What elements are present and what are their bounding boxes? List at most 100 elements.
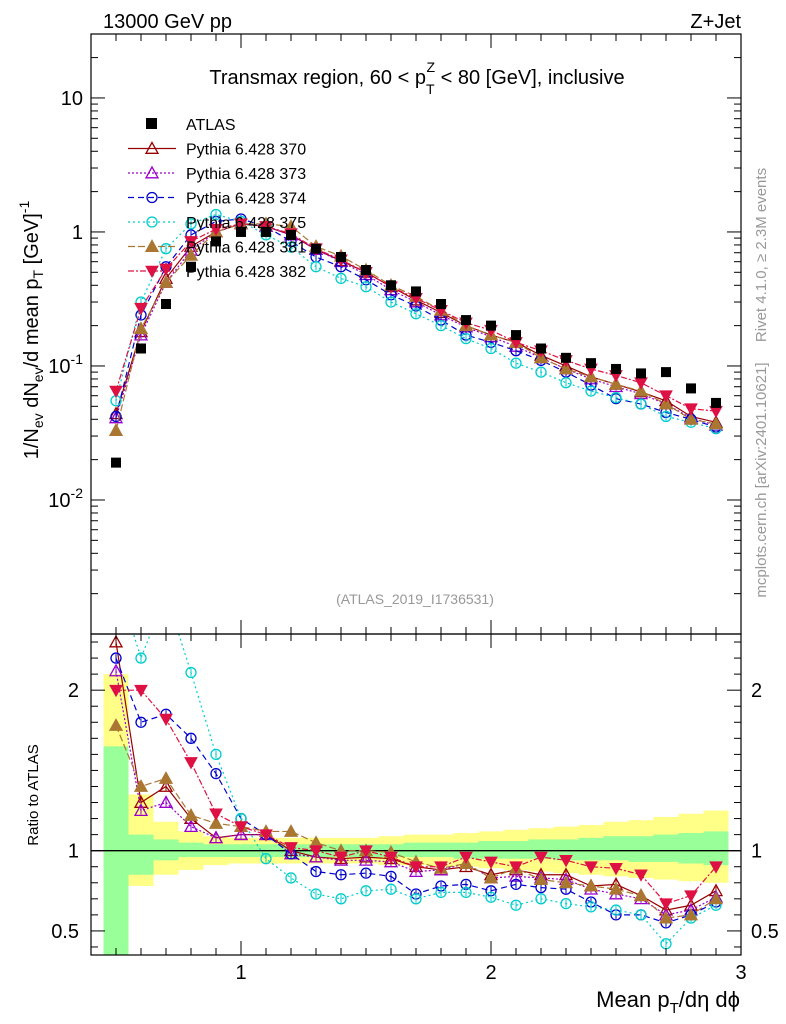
main-series-4-point	[608, 376, 624, 390]
ratio-series-1-point	[208, 830, 224, 844]
ratio-series-3-point	[510, 899, 522, 911]
legend-label: Pythia 6.428 381	[186, 240, 306, 257]
x-tick-label: 2	[485, 962, 496, 984]
ratio-series-5-point	[284, 842, 298, 855]
ratio-series-4-point	[558, 875, 574, 889]
ratio-series-2-point	[185, 732, 197, 744]
main-series-2-point	[110, 410, 122, 423]
data-point	[186, 261, 196, 272]
main-y-tick-label: 10-1	[48, 351, 83, 378]
ratio-series-5-point	[509, 861, 523, 874]
main-series-3-point	[660, 410, 672, 423]
ratio-y-tick-label: 1	[68, 841, 79, 863]
ratio-series-5-point	[609, 863, 623, 876]
ratio-band-inner	[478, 841, 504, 859]
ratio-series-2-point	[135, 716, 147, 728]
ratio-series-3-point	[585, 901, 597, 913]
data-point	[261, 226, 271, 237]
ylabel-sup: -1	[16, 201, 32, 214]
plot-title: Transmax region, 60 < pTZ < 80 [GeV], in…	[209, 59, 624, 97]
ratio-series-3-point	[360, 885, 372, 897]
data-point	[586, 358, 596, 369]
ratio-series-4-point	[708, 891, 724, 905]
ratio-series-1-point	[383, 854, 399, 868]
main-series-4-point	[583, 369, 599, 383]
legend-label: Pythia 6.428 382	[186, 264, 306, 281]
ratio-series-4-point	[483, 870, 499, 884]
ratio-series-4-point	[208, 816, 224, 829]
ratio-series-5-point	[384, 851, 398, 865]
main-series-4-point	[133, 321, 149, 335]
ratio-series-5-point	[559, 855, 573, 868]
main-series-5-point	[184, 236, 198, 249]
main-series-3-point	[360, 281, 372, 293]
data-point	[511, 330, 521, 341]
ratio-series-2-point	[510, 878, 522, 891]
xlabel-part1: Mean p	[596, 987, 669, 1012]
main-series-3-point	[385, 296, 397, 308]
ratio-series-1-point	[408, 864, 424, 877]
ratio-series-3-point	[460, 886, 472, 899]
ratio-y-tick-label-right: 2	[751, 680, 762, 702]
ratio-series-0-point	[108, 634, 124, 648]
ratio-band-inner	[578, 837, 604, 861]
legend-label: ATLAS	[186, 117, 236, 134]
main-panel	[108, 208, 724, 468]
ratio-series-4-point	[133, 779, 149, 792]
ratio-series-5-point	[534, 851, 548, 865]
ratio-series-3-point	[435, 886, 447, 899]
main-series-3-point	[485, 342, 497, 355]
ratio-series-2-point	[385, 870, 397, 883]
legend-marker	[144, 165, 160, 179]
ratio-band-inner	[528, 839, 554, 859]
main-series-3-point	[435, 319, 447, 332]
ratio-series-1-point	[233, 827, 249, 841]
ratio-frame	[90, 633, 742, 956]
ratio-series-5-point	[184, 757, 198, 770]
ratio-series-5-point	[109, 684, 123, 698]
main-series-3-point	[460, 332, 472, 345]
ratio-series-1-point	[358, 852, 374, 866]
ratio-series-2-point	[110, 652, 122, 664]
data-point	[436, 299, 446, 310]
main-series-3-point	[635, 398, 647, 410]
ratio-series-3-point	[260, 853, 272, 865]
ratio-series-3-point	[210, 748, 222, 761]
ratio-series-2-point	[310, 865, 322, 878]
ratio-series-3-point	[610, 904, 622, 916]
ratio-series-5-point	[134, 684, 148, 698]
main-series-4-point	[158, 275, 174, 288]
data-point	[161, 299, 171, 310]
main-y-tick-label: 10-2	[48, 485, 83, 512]
ratio-series-3-point	[485, 891, 497, 903]
ratio-series-5-point	[259, 829, 273, 842]
ratio-series-3-point	[310, 888, 322, 900]
ratio-band-inner	[503, 841, 529, 859]
main-series-3-point	[335, 272, 347, 285]
main-series-4-point	[558, 361, 574, 375]
data-point	[561, 352, 571, 363]
header-right: Z+Jet	[690, 11, 741, 33]
x-tick-label: 3	[735, 962, 746, 984]
legend-marker-data	[146, 118, 157, 129]
main-series-5-point	[159, 263, 173, 276]
x-tick-label: 1	[235, 962, 246, 984]
ratio-series-5-point	[684, 890, 698, 903]
title-pre: Transmax region, 60 < p	[209, 67, 426, 89]
data-point	[636, 368, 646, 379]
data-point	[536, 343, 546, 354]
ratio-series-4-point	[658, 910, 674, 924]
data-point	[486, 320, 496, 331]
data-point	[361, 265, 371, 276]
ratio-series-5-point	[459, 851, 473, 865]
ratio-band-inner	[403, 842, 429, 858]
ylabel-sub-ev: ev	[30, 413, 46, 428]
ratio-y-axis-label: Ratio to ATLAS	[25, 744, 42, 845]
ratio-series-3-point	[535, 893, 547, 905]
data-point	[711, 397, 721, 408]
main-series-5-point	[709, 405, 723, 419]
main-series-3-point	[285, 241, 297, 253]
data-point	[611, 363, 621, 374]
ratio-band-inner	[178, 842, 204, 858]
data-point	[311, 243, 321, 254]
